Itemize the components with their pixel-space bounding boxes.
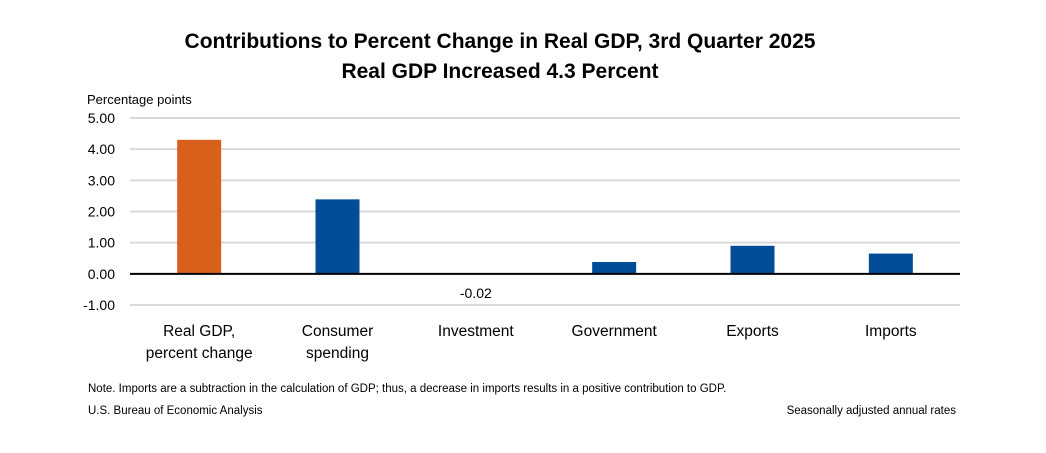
bar: [177, 139, 222, 274]
y-tick-label: 4.00: [88, 141, 115, 157]
y-tick-label: 1.00: [88, 235, 115, 251]
x-tick-label: percent change: [146, 345, 253, 362]
y-tick-label: 3.00: [88, 172, 115, 188]
x-tick-label: spending: [306, 345, 369, 362]
data-label: -0.02: [460, 285, 492, 301]
chart-title: Contributions to Percent Change in Real …: [184, 30, 816, 53]
x-tick-label: Consumer: [302, 323, 374, 340]
footer-right: Seasonally adjusted annual rates: [786, 405, 956, 417]
note: Note. Imports are a subtraction in the c…: [88, 383, 727, 395]
bar: [592, 261, 637, 274]
x-tick-label: Investment: [438, 323, 515, 340]
bar: [730, 245, 775, 274]
y-tick-label: 2.00: [88, 204, 115, 220]
source: U.S. Bureau of Economic Analysis: [88, 405, 263, 417]
x-tick-label: Government: [572, 323, 658, 340]
y-tick-label: 0.00: [88, 266, 115, 282]
y-tick-label: 5.00: [88, 110, 115, 126]
bar: [868, 253, 913, 274]
x-tick-label: Imports: [865, 323, 917, 340]
x-tick-label: Exports: [726, 323, 779, 340]
y-axis-label: Percentage points: [87, 92, 192, 107]
y-tick-label: -1.00: [83, 297, 115, 313]
bar: [315, 199, 360, 274]
chart-subtitle: Real GDP Increased 4.3 Percent: [341, 60, 659, 83]
x-tick-label: Real GDP,: [163, 323, 235, 340]
